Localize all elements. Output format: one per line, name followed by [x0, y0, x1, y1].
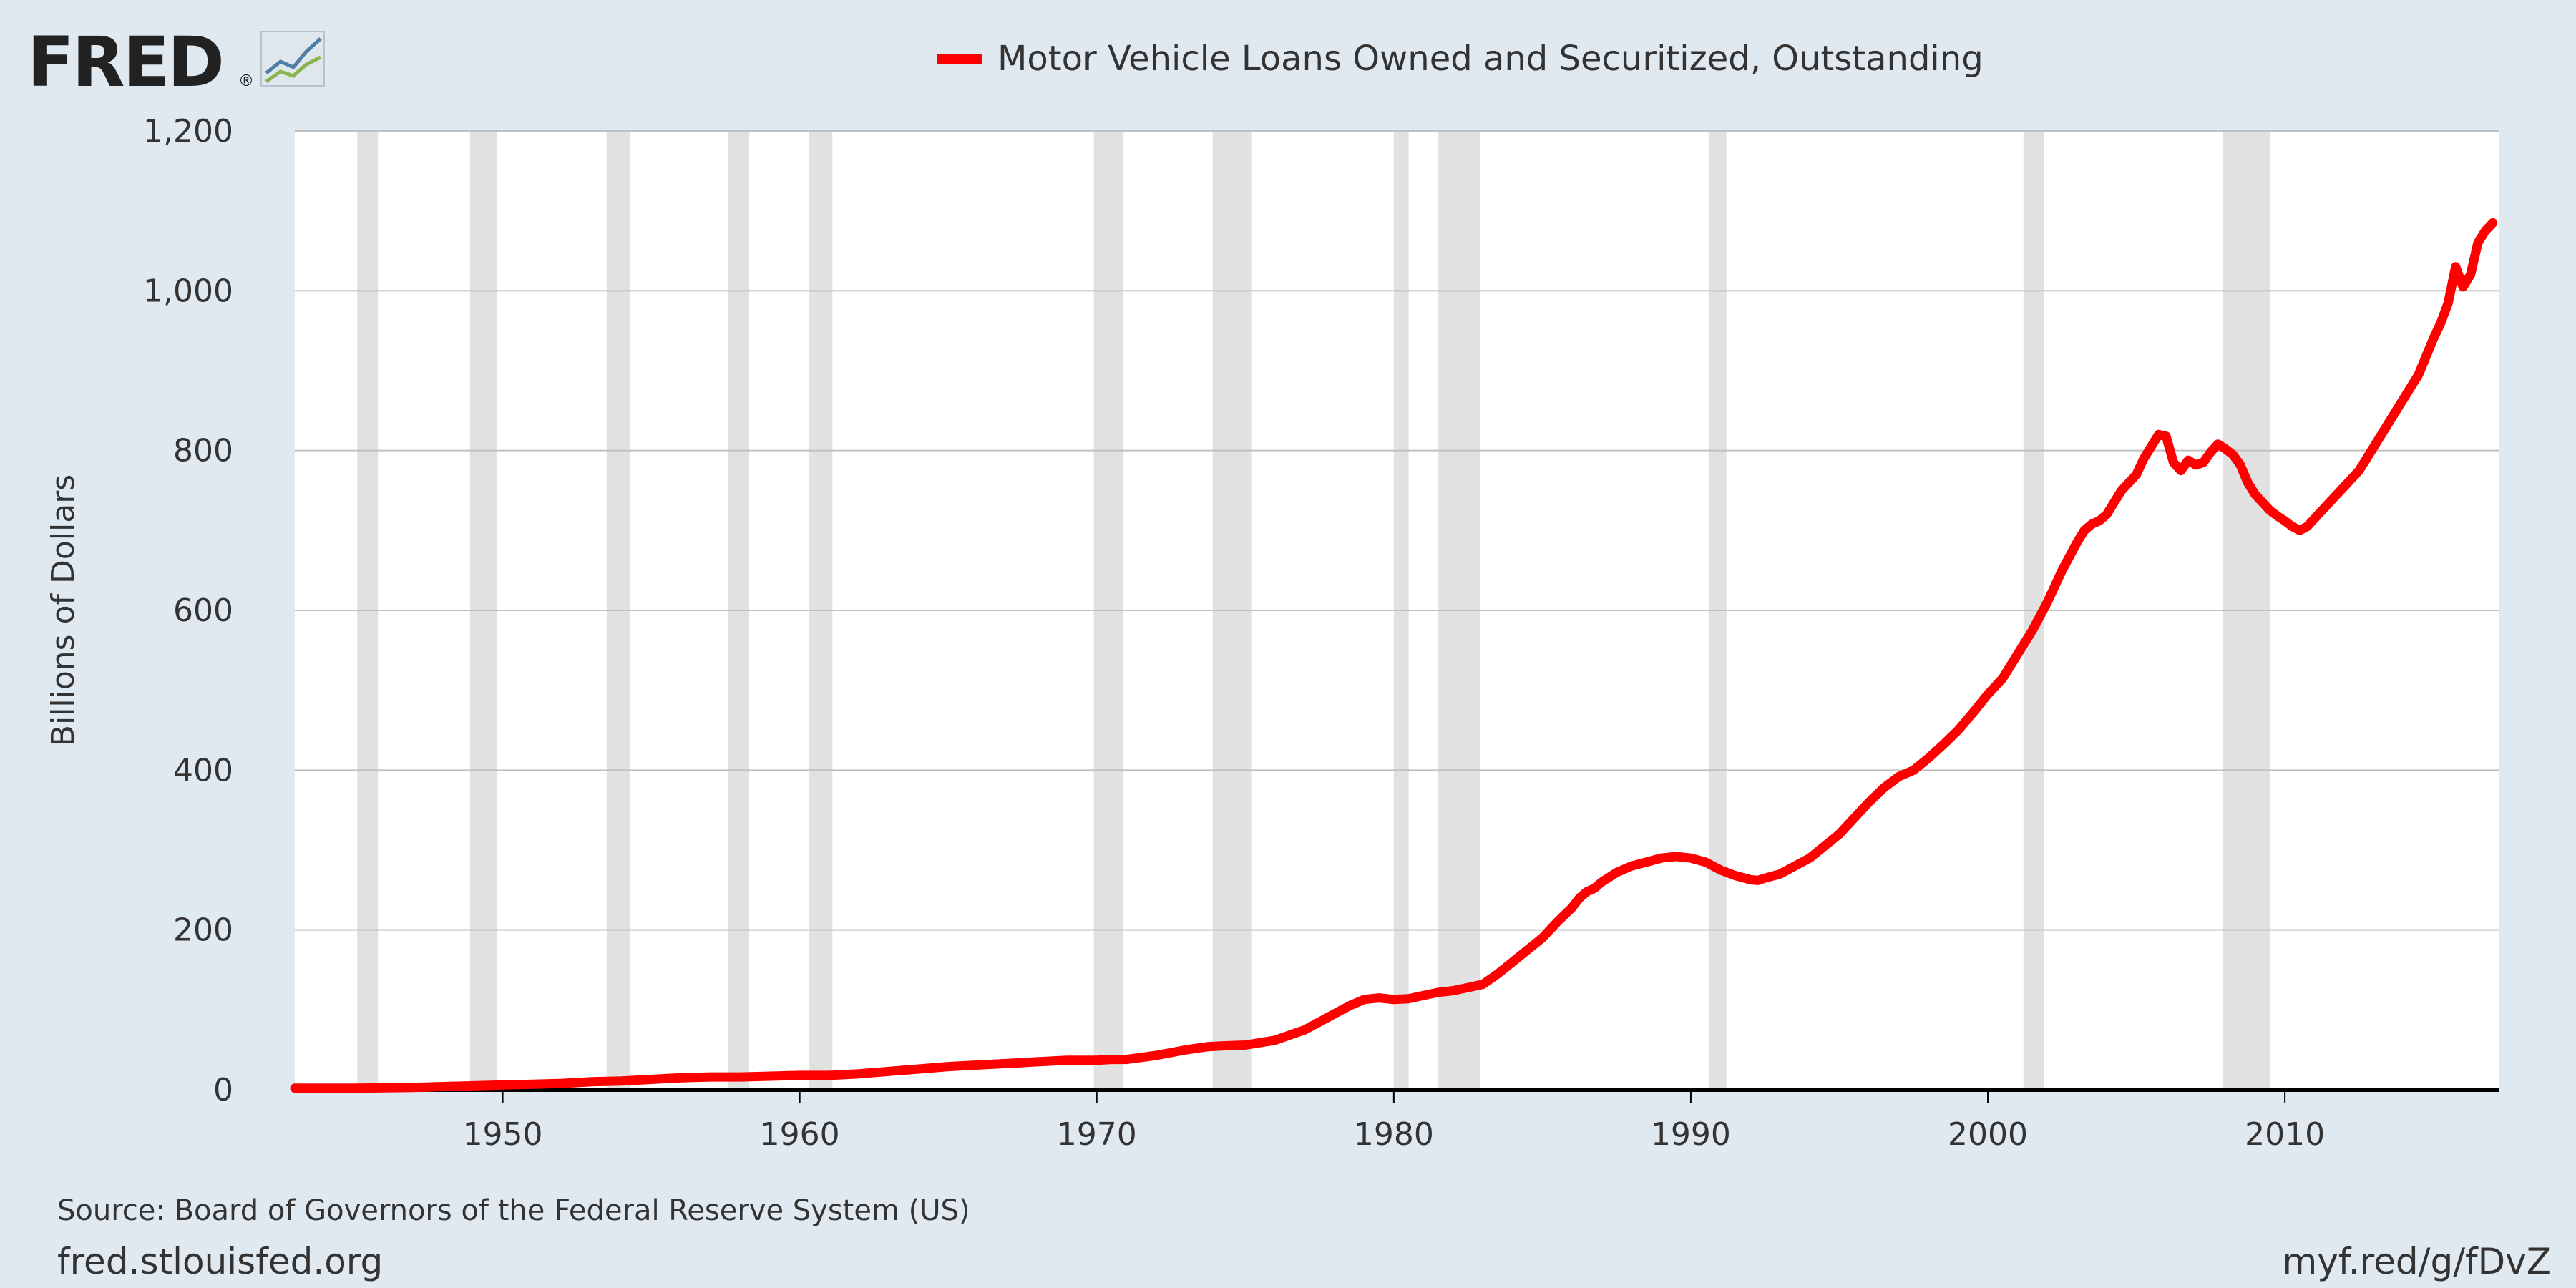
- x-tick-label: 1990: [1651, 1116, 1731, 1153]
- registered-mark: ®: [238, 72, 254, 90]
- x-tick-label: 1970: [1057, 1116, 1137, 1153]
- y-tick-label: 400: [173, 752, 233, 789]
- fred-logo[interactable]: FRED ®: [27, 22, 325, 102]
- source-note: Source: Board of Governors of the Federa…: [57, 1194, 970, 1227]
- logo-text: FRED: [27, 22, 223, 102]
- y-axis-tick-labels: 0 200 400 600 800 1,000 1,200: [143, 113, 233, 1108]
- y-tick-label: 1,000: [143, 273, 233, 309]
- x-tick-label: 1950: [463, 1116, 543, 1153]
- x-tick-label: 2010: [2245, 1116, 2325, 1153]
- x-tick-label: 2000: [1948, 1116, 2028, 1153]
- x-axis-tick-labels: 1950 1960 1970 1980 1990 2000 2010: [463, 1090, 2325, 1153]
- legend-swatch: [937, 54, 982, 64]
- series-line-0: [290, 218, 2498, 1093]
- grid-lines: [295, 130, 2499, 931]
- series-layer: [290, 218, 2498, 1093]
- line-chart-icon: [260, 31, 325, 87]
- y-tick-label: 200: [173, 912, 233, 949]
- y-tick-label: 600: [173, 592, 233, 629]
- y-axis-label: Billions of Dollars: [45, 474, 82, 746]
- y-tick-label: 1,200: [143, 113, 233, 150]
- y-tick-label: 0: [213, 1072, 233, 1108]
- y-tick-label: 800: [173, 433, 233, 469]
- x-tick-label: 1980: [1354, 1116, 1434, 1153]
- legend: Motor Vehicle Loans Owned and Securitize…: [937, 39, 1984, 79]
- site-link[interactable]: fred.stlouisfed.org: [57, 1241, 383, 1282]
- short-url-link[interactable]: myf.red/g/fDvZ: [2283, 1241, 2552, 1282]
- legend-label: Motor Vehicle Loans Owned and Securitize…: [997, 39, 1984, 79]
- x-tick-label: 1960: [760, 1116, 840, 1153]
